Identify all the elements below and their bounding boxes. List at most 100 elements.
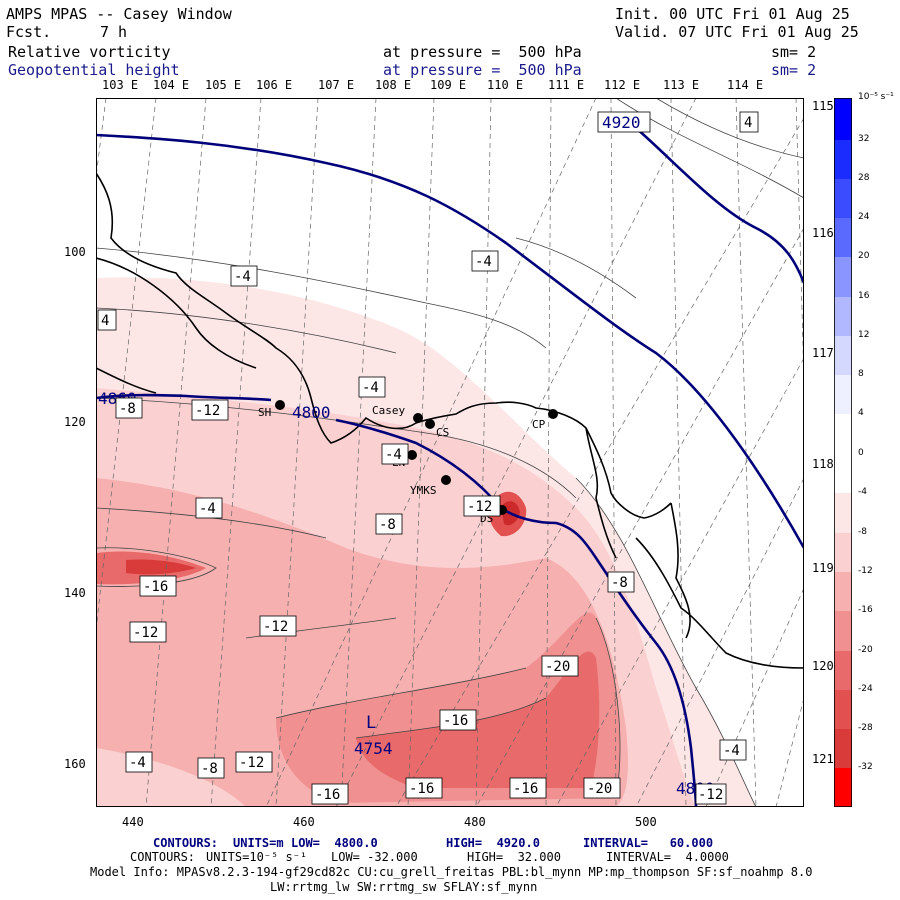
colorbar-label: 28 — [858, 173, 870, 183]
lon-label: 103 E — [102, 78, 139, 92]
vort-label: -12 — [263, 619, 288, 635]
contour-interval: INTERVAL= 60.000 — [583, 836, 714, 850]
graticule — [96, 98, 804, 807]
colorbar-label: -28 — [858, 723, 873, 733]
vort-label: -4 — [723, 743, 740, 759]
lon-label: 107 E — [318, 78, 355, 92]
colorbar-ramp — [834, 98, 852, 807]
lon-label: 106 E — [256, 78, 293, 92]
contour-high: HIGH= 32.000 — [467, 850, 561, 864]
x-tick-label: 440 — [122, 815, 144, 829]
vort-label: -12 — [133, 625, 158, 641]
lon-label: 113 E — [663, 78, 700, 92]
lon-label: 108 E — [375, 78, 412, 92]
x-tick-label: 500 — [635, 815, 657, 829]
lon-label: 105 E — [205, 78, 242, 92]
vort-label: -4 — [199, 501, 216, 517]
lon-label: 114 E — [727, 78, 764, 92]
colorbar-label: 24 — [858, 212, 870, 222]
vort-label: -16 — [143, 579, 168, 595]
vorticity-map: SH Casey CS LN YMKS DS CP 4920 4860 4800… — [96, 98, 804, 807]
valid-time: Valid. 07 UTC Fri 01 Aug 25 — [615, 23, 859, 41]
colorbar-label: 12 — [858, 330, 870, 340]
vort-label: 4 — [101, 313, 109, 329]
model-info-2: LW:rrtmg_lw SW:rrtmg_sw SFLAY:sf_mynn — [270, 880, 538, 894]
colorbar-label: -12 — [858, 566, 873, 576]
vort-label: -12 — [195, 403, 220, 419]
contour-high: HIGH= 4920.0 — [446, 836, 540, 850]
vort-label: -12 — [698, 787, 723, 803]
contour-units: UNITS=m — [233, 836, 284, 850]
contour-units: UNITS=10⁻⁵ s⁻¹ — [206, 850, 308, 864]
station-label-ymks: YMKS — [410, 484, 437, 497]
field1-level: at pressure = 500 hPa — [383, 43, 582, 61]
vort-label: -12 — [239, 755, 264, 771]
vort-label: -16 — [315, 787, 340, 803]
vort-label: -16 — [513, 781, 538, 797]
map-title: AMPS MPAS -- Casey Window — [6, 5, 232, 23]
x-tick-label: 480 — [464, 815, 486, 829]
low-pressure-marker: L — [366, 713, 376, 733]
colorbar-label: -20 — [858, 645, 873, 655]
colorbar-label: -24 — [858, 684, 873, 694]
height-label: 4920 — [602, 113, 641, 132]
contour-low: LOW= -32.000 — [331, 850, 418, 864]
vort-label: -16 — [443, 713, 468, 729]
height-label: 4754 — [354, 739, 393, 758]
station-label-sh: SH — [258, 406, 271, 419]
contour-label: CONTOURS: — [130, 850, 196, 864]
colorbar-label: -16 — [858, 605, 873, 615]
init-time: Init. 00 UTC Fri 01 Aug 25 — [615, 5, 850, 23]
station-dot-casey — [413, 413, 423, 423]
field2-level: at pressure = 500 hPa — [383, 61, 582, 79]
colorbar-label: -8 — [858, 527, 867, 537]
station-label-casey: Casey — [372, 404, 405, 417]
lon-label: 111 E — [548, 78, 585, 92]
colorbar-label: 32 — [858, 134, 870, 144]
colorbar-label: -4 — [858, 487, 867, 497]
forecast-label: Fcst. — [6, 23, 52, 41]
colorbar-label: 16 — [858, 291, 870, 301]
vort-label: -16 — [446, 707, 471, 723]
vort-label: -4 — [129, 755, 146, 771]
vort-label: -8 — [119, 401, 136, 417]
model-info: Model Info: MPASv8.2.3-194-gf29cd82c CU:… — [90, 865, 813, 879]
vort-label: -8 — [201, 761, 218, 777]
station-label-cp: CP — [532, 418, 546, 431]
x-tick-label: 460 — [293, 815, 315, 829]
lon-label: 112 E — [604, 78, 641, 92]
contour-label: CONTOURS: — [153, 836, 219, 850]
colorbar-unit: 10⁻⁵ s⁻¹ — [858, 92, 894, 102]
contour-interval: INTERVAL= 4.0000 — [606, 850, 729, 864]
station-dot-cp — [548, 409, 558, 419]
station-markers — [275, 400, 558, 515]
station-dot-ymks — [441, 475, 451, 485]
lon-label: 110 E — [487, 78, 524, 92]
vort-label: 4 — [744, 115, 752, 131]
vort-label: -4 — [475, 254, 492, 270]
contour-low: LOW= 4800.0 — [291, 836, 378, 850]
y-tick-label: 100 — [64, 245, 86, 259]
colorbar-label: 4 — [858, 408, 864, 418]
station-label-cs: CS — [436, 426, 449, 439]
vort-label: -8 — [379, 517, 396, 533]
height-contours — [96, 127, 804, 807]
field2-smoothing: sm= 2 — [771, 61, 817, 79]
station-dot-cs — [425, 419, 435, 429]
y-tick-label: 120 — [64, 415, 86, 429]
vort-label: -12 — [467, 499, 492, 515]
vort-label: -8 — [611, 575, 628, 591]
height-label: 4800 — [292, 403, 331, 422]
y-tick-label: 160 — [64, 757, 86, 771]
vorticity-labels: 4 -4 -4 4 -4 -8 -12 -4 -4 -8 -12 -16 -12… — [97, 111, 759, 805]
station-dot-ln — [407, 450, 417, 460]
colorbar-label: 0 — [858, 448, 864, 458]
vorticity-shading — [96, 218, 756, 807]
colorbar-label: 8 — [858, 369, 864, 379]
vort-label: -4 — [362, 380, 379, 396]
colorbar-label: 20 — [858, 251, 870, 261]
vort-label: -20 — [587, 781, 612, 797]
field1-name: Relative vorticity — [8, 43, 171, 61]
lon-label: 109 E — [430, 78, 467, 92]
vort-label: -16 — [409, 781, 434, 797]
